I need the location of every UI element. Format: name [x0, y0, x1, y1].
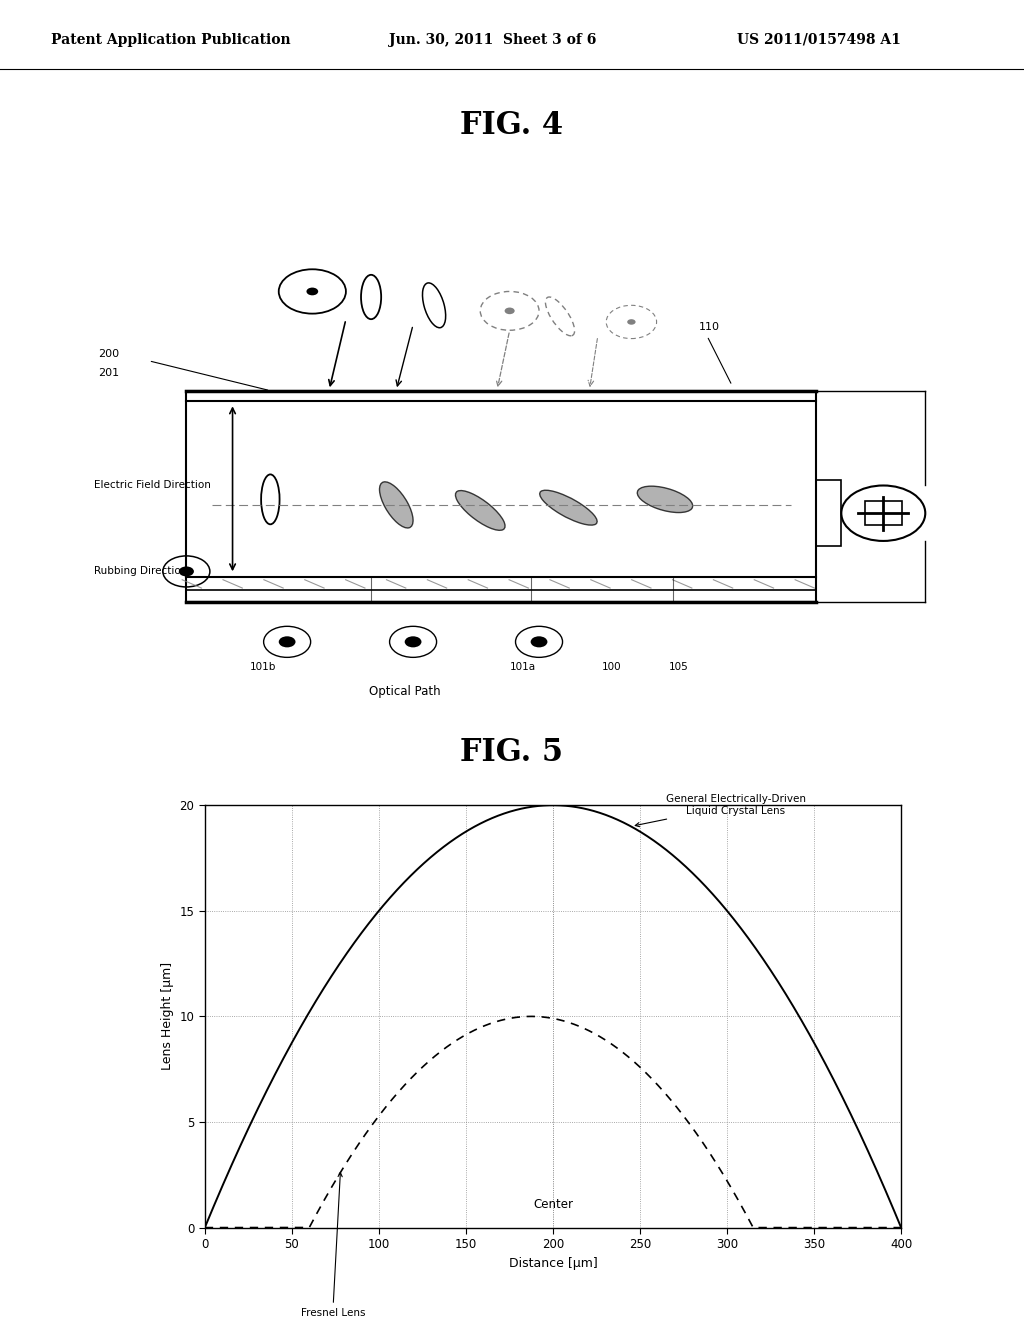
- Bar: [816, 480, 842, 546]
- Text: Rubbing Direction: Rubbing Direction: [94, 566, 187, 577]
- Text: 200: 200: [98, 348, 120, 359]
- Text: 110: 110: [698, 322, 720, 333]
- Circle shape: [505, 308, 515, 314]
- Text: 100: 100: [602, 661, 622, 672]
- X-axis label: Distance [μm]: Distance [μm]: [509, 1257, 597, 1270]
- Text: General Electrically-Driven
Liquid Crystal Lens: General Electrically-Driven Liquid Cryst…: [635, 795, 806, 826]
- Ellipse shape: [456, 491, 505, 531]
- Text: FIG. 5: FIG. 5: [461, 737, 563, 768]
- Circle shape: [179, 566, 194, 577]
- Circle shape: [279, 636, 296, 647]
- Circle shape: [530, 636, 548, 647]
- Circle shape: [627, 319, 636, 325]
- Text: FIG. 4: FIG. 4: [461, 110, 563, 141]
- Text: 105: 105: [670, 661, 689, 672]
- Text: 101b: 101b: [250, 661, 275, 672]
- Ellipse shape: [637, 486, 692, 512]
- Text: 101a: 101a: [510, 661, 536, 672]
- Text: Center: Center: [532, 1197, 573, 1210]
- Text: Jun. 30, 2011  Sheet 3 of 6: Jun. 30, 2011 Sheet 3 of 6: [389, 33, 597, 46]
- Text: Patent Application Publication: Patent Application Publication: [51, 33, 291, 46]
- Ellipse shape: [540, 490, 597, 525]
- Text: Electric Field Direction: Electric Field Direction: [94, 480, 211, 491]
- Text: 201: 201: [98, 368, 120, 378]
- Text: Optical Path: Optical Path: [369, 685, 440, 697]
- Circle shape: [404, 636, 422, 647]
- Ellipse shape: [380, 482, 413, 528]
- Circle shape: [306, 288, 318, 296]
- Y-axis label: Lens Height [μm]: Lens Height [μm]: [161, 962, 174, 1071]
- Bar: [865, 502, 902, 525]
- Text: Fresnel Lens: Fresnel Lens: [301, 1172, 365, 1317]
- Text: US 2011/0157498 A1: US 2011/0157498 A1: [737, 33, 901, 46]
